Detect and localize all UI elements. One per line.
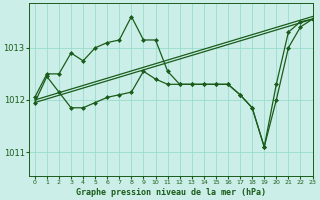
X-axis label: Graphe pression niveau de la mer (hPa): Graphe pression niveau de la mer (hPa) (76, 188, 266, 197)
